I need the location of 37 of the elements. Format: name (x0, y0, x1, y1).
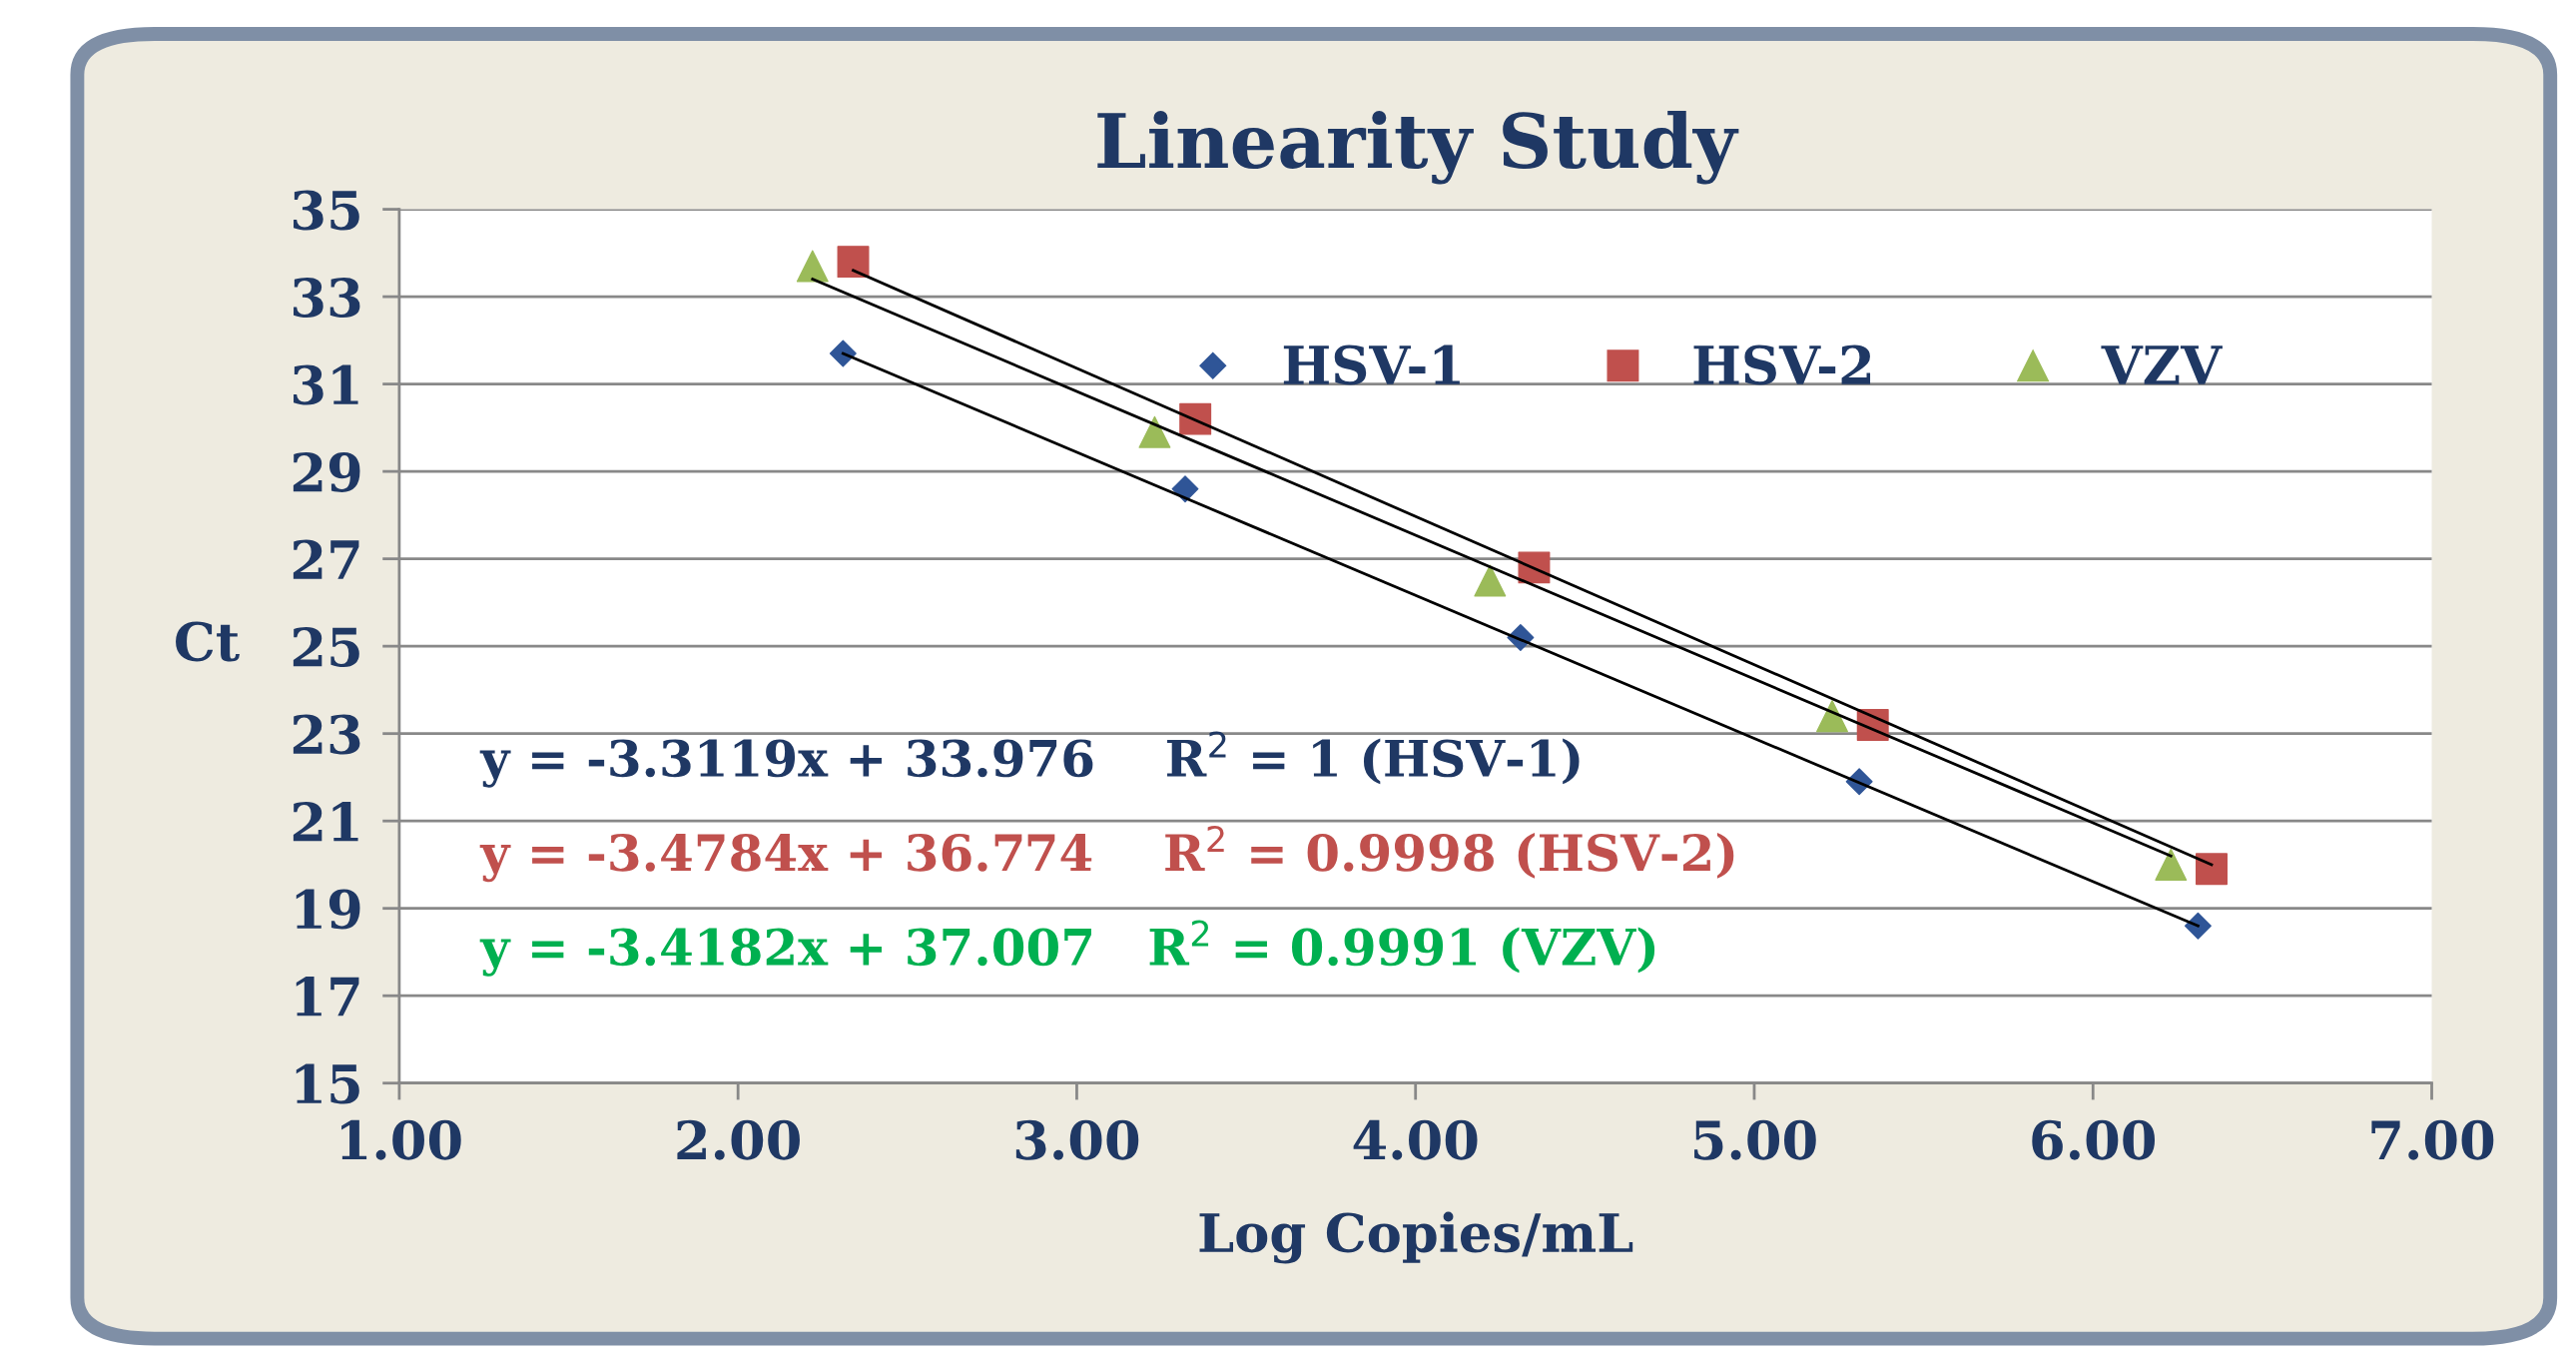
x-tick-label: 5.00 (1694, 1119, 1816, 1160)
point (829, 340, 857, 367)
point (837, 246, 870, 279)
x-tick-label: 6.00 (2032, 1119, 2156, 1160)
point (796, 250, 829, 283)
y-tick-label: 33 (294, 277, 360, 318)
x-tick-label: 7.00 (2371, 1119, 2494, 1160)
y-tick-label: 21 (293, 802, 358, 842)
y-tick-label: 29 (293, 452, 360, 492)
x-tick-label: 3.00 (1015, 1119, 1139, 1160)
point (1179, 402, 1212, 435)
x-tick-label: 4.00 (1353, 1119, 1478, 1160)
legend-label: HSV-2 (1693, 344, 1871, 385)
point (1171, 475, 1199, 503)
point (1138, 415, 1171, 448)
y-axis-title: Ct (176, 621, 240, 662)
x-axis-title: Log Copies/mL (1199, 1211, 1633, 1264)
y-tick-label: 31 (294, 364, 358, 405)
y-tick-label: 35 (294, 190, 359, 231)
point (1474, 564, 1507, 597)
legend-label: VZV (2101, 345, 2223, 384)
y-tick-label: 25 (293, 627, 359, 667)
point (2155, 848, 2188, 881)
point (2196, 853, 2228, 886)
x-tick-label: 2.00 (677, 1119, 800, 1160)
y-tick-label: 23 (293, 714, 360, 755)
annotation: y = -3.4784x + 36.774 R$^{2}$ = 0.9998 (HSV-2) (479, 825, 1734, 883)
legend-label: HSV-1 (1283, 344, 1460, 385)
chart-title: Linearity Study (1097, 110, 1739, 185)
x-tick-label: 1.00 (341, 1119, 461, 1160)
point (1816, 700, 1848, 733)
y-tick-label: 19 (296, 889, 360, 930)
annotation: y = -3.4182x + 37.007 R$^{2}$ = 0.9991 (VZV) (479, 920, 1655, 977)
y-tick-label: 17 (296, 977, 359, 1017)
y-tick-label: 27 (293, 539, 359, 579)
annotation: y = -3.3119x + 33.976 R$^{2}$ = 1 (HSV-1) (479, 731, 1580, 788)
y-tick-label: 15 (296, 1063, 359, 1104)
